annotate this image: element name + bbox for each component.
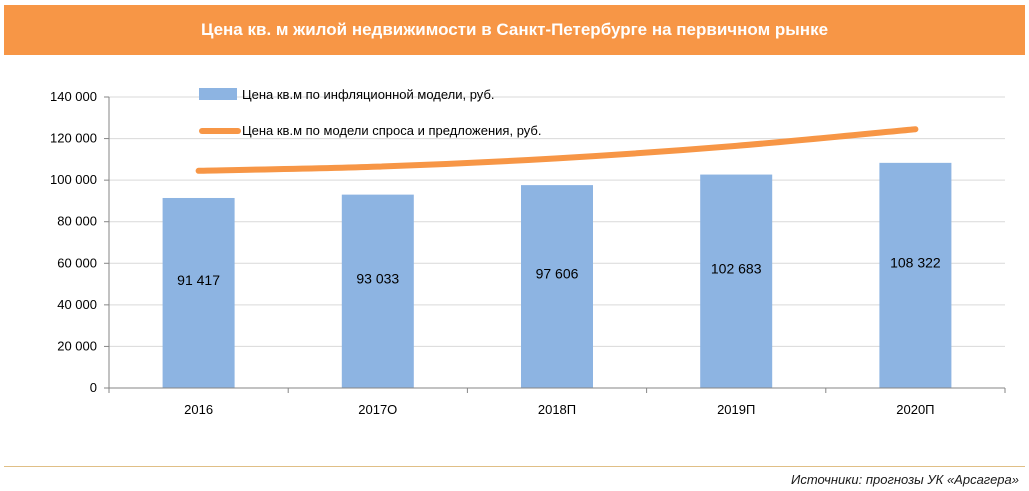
legend-label-line: Цена кв.м по модели спроса и предложения… — [242, 123, 541, 138]
axes — [104, 96, 1006, 393]
x-tick-label: 2017О — [358, 402, 397, 417]
y-tick-label: 100 000 — [50, 172, 97, 187]
chart-area: 0 20 000 40 000 60 000 80 000 100 000 120 000 1… — [4, 58, 1025, 466]
bar — [879, 162, 952, 388]
x-tick-label: 2018П — [538, 402, 576, 417]
chart-title: Цена кв. м жилой недвижимости в Санкт-Пе… — [200, 20, 829, 39]
legend-swatch-bar — [199, 88, 237, 100]
x-tick-label: 2019П — [717, 402, 755, 417]
bar — [521, 185, 593, 388]
bar — [341, 194, 414, 388]
bar-value-label: 93 033 — [356, 270, 399, 286]
y-tick-label: 140 000 — [50, 89, 97, 104]
bar-value-label: 108 322 — [890, 254, 941, 270]
y-tick-label: 20 000 — [57, 338, 97, 353]
bar-value-label: 102 683 — [711, 260, 762, 276]
chart-svg: 0 20 000 40 000 60 000 80 000 100 000 120 000 1… — [50, 87, 1006, 417]
bar-value-label: 91 417 — [177, 272, 220, 288]
labels: 0 20 000 40 000 60 000 80 000 100 000 120 000 1… — [50, 89, 941, 417]
x-tick-label: 2016 — [184, 402, 213, 417]
footer-divider — [4, 466, 1025, 467]
line-series — [195, 126, 919, 174]
x-tick-label: 2020П — [896, 402, 934, 417]
y-tick-label: 60 000 — [57, 255, 97, 270]
source-note: Источники: прогнозы УК «Арсагера» — [791, 472, 1019, 487]
y-tick-label: 80 000 — [57, 214, 97, 229]
bars — [162, 162, 952, 388]
y-tick-label: 120 000 — [50, 131, 97, 146]
bar — [162, 197, 235, 388]
legend-label-bar: Цена кв.м по инфляционной модели, руб. — [242, 87, 495, 102]
bar — [700, 174, 773, 388]
legend: Цена кв.м по инфляционной модели, руб. Це… — [199, 87, 541, 138]
chart-title-bar: Цена кв. м жилой недвижимости в Санкт-Пе… — [4, 5, 1025, 55]
y-tick-label: 0 — [90, 380, 97, 395]
bar-value-label: 97 606 — [536, 266, 579, 282]
y-tick-label: 40 000 — [57, 297, 97, 312]
